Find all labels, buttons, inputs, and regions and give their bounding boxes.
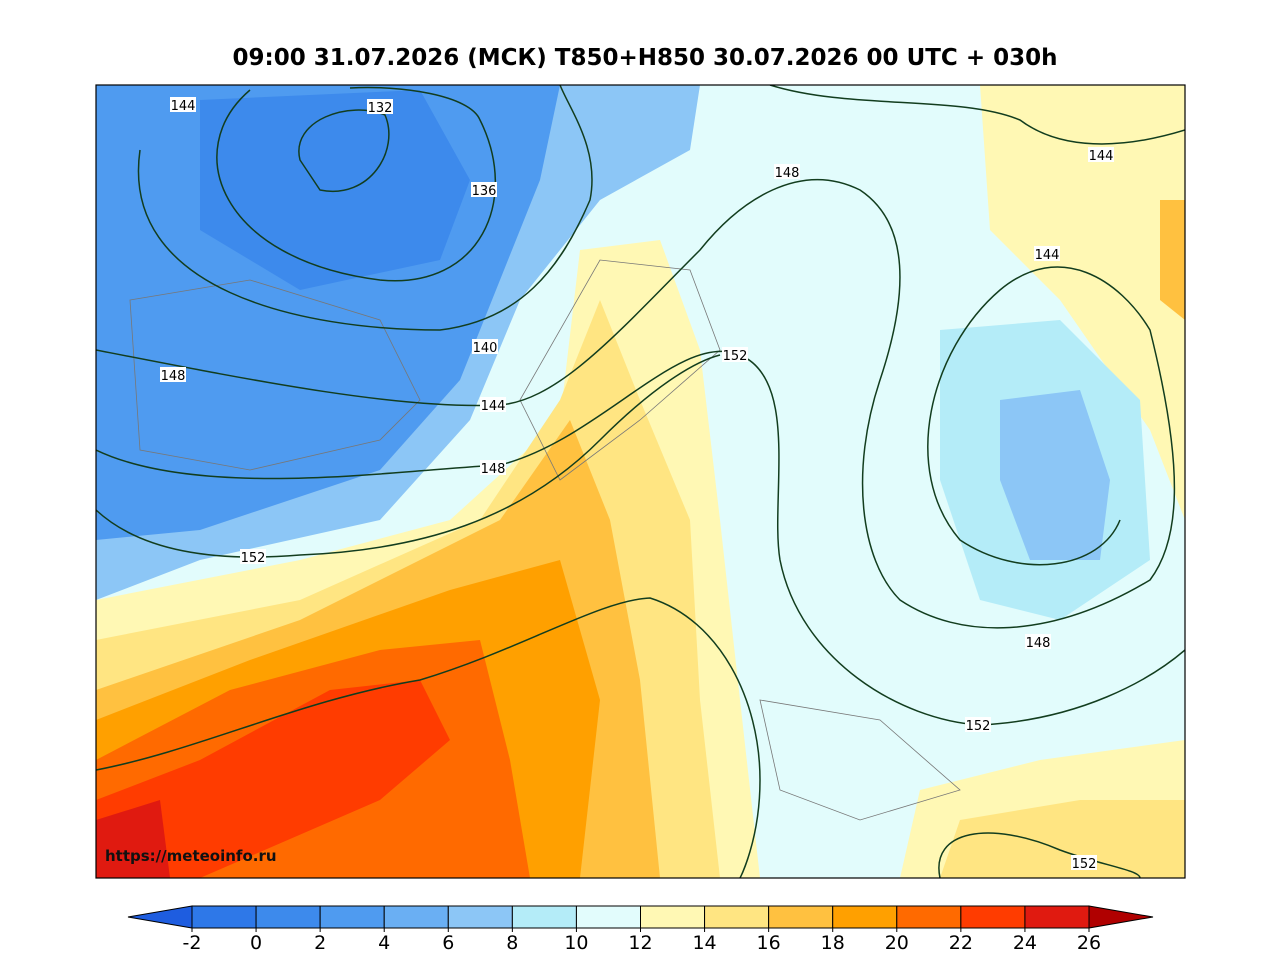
colorbar-tick-label: 6 [442,932,454,954]
colorbar-segment [383,905,449,929]
field [1160,200,1185,320]
contour-label-bg [367,99,393,114]
contour-label-bg [1088,147,1114,162]
contour-label: 144 [1089,149,1114,164]
contour-label-bg [160,367,186,382]
contour-label-bg [965,717,991,732]
contour-label: 144 [1035,248,1060,263]
colorbar-tick-label: 26 [1077,932,1101,954]
contour-label: 132 [368,101,393,116]
colorbar-segment [704,905,770,929]
contour-label-bg [240,549,266,564]
contour-label: 144 [171,99,196,114]
map-area [96,85,1185,878]
colorbar-tick-label: 10 [564,932,588,954]
contour-label-bg [480,460,506,475]
contour-label-bg [480,397,506,412]
contour-label-bg [471,182,497,197]
title: 09:00 31.07.2026 (МСК) T850+H850 30.07.2… [232,45,1057,71]
colorbar-tick-label: 4 [378,932,390,954]
contour [96,597,761,878]
field [96,680,450,878]
contour-label: 144 [481,399,506,414]
colorbar-tick-label: 16 [757,932,781,954]
coastline [759,699,961,821]
colorbar-segment [832,905,898,929]
contour [938,832,1141,878]
coastline [519,259,721,481]
colorbar-segment [255,905,321,929]
contour-label: 148 [161,369,186,384]
contour-label: 140 [473,341,498,356]
contour-label: 148 [1026,636,1051,651]
contour-label: 152 [241,551,266,566]
colorbar-segment [640,905,706,929]
colorbar-tick-label: 8 [506,932,518,954]
colorbar-segment [319,905,385,929]
contour [298,109,390,193]
colorbar-segment [768,905,834,929]
coastline [129,279,421,471]
contour [769,85,1185,145]
contour [96,354,721,558]
field [200,90,470,290]
contour-label-bg [1071,855,1097,870]
watermark: https://meteoinfo.ru [105,847,277,865]
colorbar-segment [447,905,513,929]
contour [137,85,593,331]
colorbar-tick-label: 0 [250,932,262,954]
contour-label-bg [1025,634,1051,649]
colorbar-tick-label: 24 [1013,932,1037,954]
colorbar-tick-label: 18 [821,932,845,954]
colorbar-high-arrow [1088,905,1154,929]
colorbar-segment [1024,905,1090,929]
contour-label-bg [472,339,498,354]
field [1000,390,1110,560]
map-frame [95,84,1186,879]
field [940,800,1185,878]
colorbar-tick-label: -2 [183,932,202,954]
colorbar-tick-label: 14 [692,932,716,954]
colorbar-tick-label: 12 [628,932,652,954]
colorbar-low-arrow [127,905,193,929]
contour-label: 148 [775,166,800,181]
colorbar-segment [575,905,642,929]
contour-label: 148 [481,462,506,477]
contour [96,179,1176,629]
colorbar-segment [896,905,962,929]
contour-label: 152 [723,349,748,364]
contour-label: 136 [472,184,497,199]
colorbar-segment [960,905,1026,929]
colorbar-segment [191,905,257,929]
contour-label: 152 [1072,857,1097,872]
field [96,800,170,878]
contour-label-bg [722,347,748,362]
colorbar-tick-label: 2 [314,932,326,954]
contour-label-bg [170,97,196,112]
contour-label: 152 [966,719,991,734]
contour-label-bg [774,164,800,179]
field [980,85,1185,520]
colorbar-segment [511,905,577,929]
colorbar-tick-label: 22 [949,932,973,954]
contour [216,86,496,282]
colorbar-tick-label: 20 [885,932,909,954]
contour-label-bg [1034,246,1060,261]
